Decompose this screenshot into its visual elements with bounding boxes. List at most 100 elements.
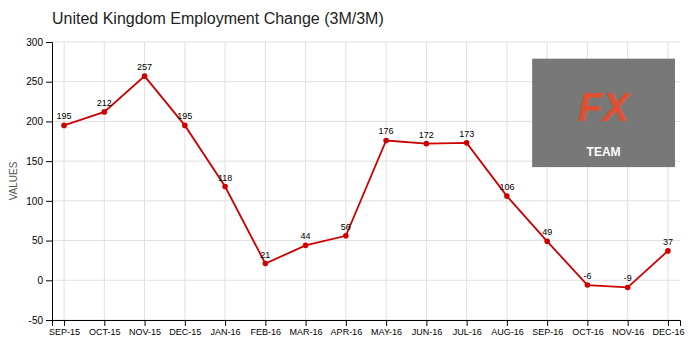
point — [343, 233, 349, 239]
tick-mark — [46, 201, 52, 202]
watermark-box — [532, 59, 675, 167]
tick-label: SEP-16 — [532, 327, 563, 337]
data-label: 21 — [260, 250, 270, 260]
point — [61, 123, 67, 129]
marks — [61, 73, 670, 290]
tick-label: NOV-15 — [129, 327, 161, 337]
tick-mark — [185, 320, 186, 326]
tick-label: APR-16 — [331, 327, 363, 337]
tick-mark — [467, 320, 468, 326]
grid-line — [466, 42, 467, 320]
tick-mark — [386, 320, 387, 326]
tick-mark — [46, 82, 52, 83]
tick: JUL-16 — [453, 320, 482, 337]
tick-mark — [668, 320, 669, 326]
data-label: 195 — [177, 111, 192, 121]
tick: JUN-16 — [412, 320, 443, 337]
tick-label: DEC-16 — [652, 327, 684, 337]
tick: -50 — [29, 315, 52, 326]
point — [504, 193, 510, 199]
watermark-text: TEAM — [587, 145, 621, 159]
point — [102, 109, 108, 115]
tick: FEB-16 — [251, 320, 282, 337]
data-label: 172 — [419, 130, 434, 140]
tick-mark — [507, 320, 508, 326]
grid-line — [64, 42, 65, 320]
data-label: 106 — [499, 182, 514, 192]
tick: APR-16 — [331, 320, 363, 337]
tick: NOV-16 — [612, 320, 644, 337]
data-label: 44 — [301, 231, 311, 241]
grid-line — [104, 42, 105, 320]
tick-label: MAY-16 — [371, 327, 402, 337]
tick-mark — [46, 121, 52, 122]
tick: MAR-16 — [290, 320, 323, 337]
tick-mark — [104, 320, 105, 326]
tick: MAY-16 — [371, 320, 402, 337]
grid — [52, 42, 680, 320]
tick-mark — [587, 320, 588, 326]
point — [222, 184, 228, 190]
tick-label: 150 — [26, 156, 43, 167]
point — [665, 248, 671, 254]
tick: JAN-16 — [211, 320, 241, 337]
grid-line — [52, 240, 680, 241]
grid-line — [52, 42, 680, 43]
watermark: FX TEAM — [532, 59, 675, 167]
data-label: -9 — [624, 273, 632, 283]
point — [182, 123, 188, 129]
point — [303, 243, 309, 249]
grid-line — [426, 42, 427, 320]
line — [64, 76, 668, 287]
tick-mark — [306, 320, 307, 326]
point — [263, 261, 269, 267]
tick-label: 50 — [32, 235, 44, 246]
watermark-text: FX — [578, 85, 631, 129]
tick-label: 250 — [26, 76, 43, 87]
tick-mark — [225, 320, 226, 326]
grid-line — [506, 42, 507, 320]
tick-label: DEC-15 — [169, 327, 201, 337]
grid-line — [144, 42, 145, 320]
tick: 150 — [26, 156, 52, 167]
data-label: 49 — [542, 227, 552, 237]
y-axis-label: VALUES — [8, 161, 19, 200]
data-label: 118 — [218, 173, 232, 183]
axis-line — [46, 43, 53, 321]
x-axis: SEP-15OCT-15NOV-15DEC-15JAN-16FEB-16MAR-… — [49, 320, 684, 337]
data-label: 173 — [459, 129, 474, 139]
point — [544, 239, 550, 245]
point — [142, 73, 148, 79]
tick-mark — [46, 320, 52, 321]
tick-label: AUG-16 — [491, 327, 524, 337]
data-label: -6 — [583, 271, 591, 281]
chart: FXTEAMSEP-15OCT-15NOV-15DEC-15JAN-16FEB-… — [0, 0, 700, 350]
tick: 50 — [32, 235, 52, 246]
tick-mark — [346, 320, 347, 326]
point — [585, 282, 591, 288]
data-label: 212 — [97, 98, 112, 108]
tick: DEC-16 — [652, 320, 684, 337]
data-label: 56 — [341, 222, 351, 232]
data-label: 195 — [57, 111, 72, 121]
tick: 250 — [26, 76, 52, 87]
y-axis: -50050100150200250300 — [26, 37, 52, 326]
tick-label: JUL-16 — [453, 327, 482, 337]
tick-mark — [46, 42, 52, 43]
tick-mark — [46, 161, 52, 162]
tick: OCT-15 — [89, 320, 121, 337]
data-label: 37 — [663, 237, 673, 247]
grid-line — [345, 42, 346, 320]
tick-mark — [426, 320, 427, 326]
grid-line — [52, 200, 680, 201]
tick-mark — [265, 320, 266, 326]
tick: AUG-16 — [491, 320, 524, 337]
point — [464, 140, 470, 146]
tick-mark — [628, 320, 629, 326]
tick-label: -50 — [29, 315, 44, 326]
tick-label: OCT-16 — [572, 327, 604, 337]
data-label: 176 — [379, 126, 394, 136]
tick: 200 — [26, 116, 52, 127]
tick-label: 100 — [26, 196, 43, 207]
data-labels: 19521225719511821445617617217310649-6-93… — [57, 62, 673, 283]
